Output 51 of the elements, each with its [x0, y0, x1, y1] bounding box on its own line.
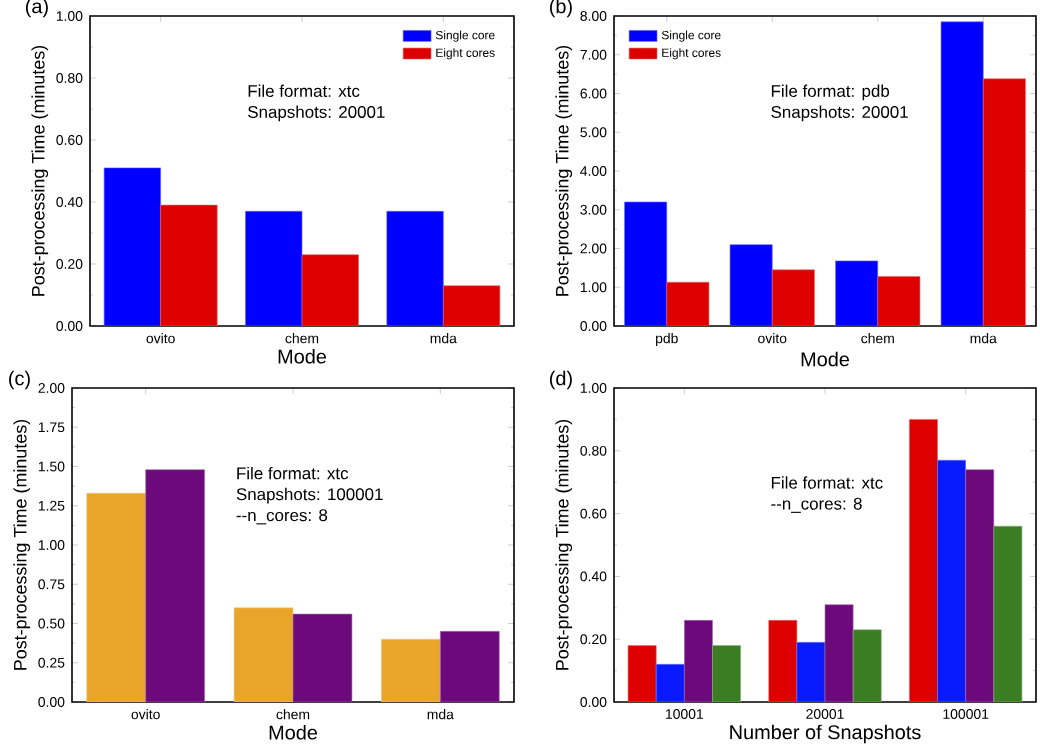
bar — [712, 645, 741, 702]
chart-title: (c) — [9, 370, 30, 390]
bar — [993, 525, 1023, 702]
annotation: File format: pdb — [771, 84, 890, 101]
bar — [160, 204, 218, 326]
y-axis-title: Post-processing Time (minutes) — [13, 419, 31, 670]
bar — [655, 664, 685, 702]
bar — [982, 78, 1026, 326]
bar — [768, 620, 798, 702]
bar — [624, 201, 668, 326]
y-axis-title: Post-processing Time (minutes) — [31, 45, 49, 296]
y-axis-title: Post-processing Time (minutes) — [555, 419, 573, 670]
x-axis-title: Mode — [269, 724, 318, 740]
annotation: Snapshots: 100001 — [236, 487, 383, 504]
chart-title: (d) — [549, 370, 572, 390]
bar — [233, 607, 294, 702]
bar — [937, 459, 966, 702]
y-axis-title: Post-processing Time (minutes) — [555, 45, 573, 296]
bar — [796, 642, 826, 702]
annotation: File format: xtc — [771, 476, 883, 489]
annotation: --n_cores: 8 — [771, 497, 862, 513]
bar — [145, 469, 205, 702]
bar — [771, 269, 815, 326]
bar — [940, 21, 984, 326]
annotation: File format: xtc — [248, 84, 360, 98]
bar — [443, 285, 501, 326]
bar — [301, 254, 359, 326]
bar — [852, 629, 882, 702]
bar — [386, 211, 444, 326]
bar — [86, 492, 146, 702]
annotation: Snapshots: 20001 — [771, 105, 908, 122]
bar — [292, 613, 353, 702]
bar — [729, 244, 773, 326]
x-axis-title: Number of Snapshots — [730, 724, 921, 744]
bar — [666, 281, 710, 326]
bar — [627, 645, 657, 702]
bar — [440, 631, 500, 702]
bar — [381, 638, 441, 702]
x-axis-title: Mode — [801, 351, 850, 367]
bar — [909, 419, 938, 702]
bar — [877, 276, 921, 326]
annotation: Snapshots: 20001 — [248, 105, 385, 122]
bar — [103, 167, 161, 326]
bar — [965, 469, 995, 702]
bar — [684, 620, 713, 702]
bar — [824, 604, 854, 702]
bar — [835, 260, 879, 326]
annotation: --n_cores: 8 — [236, 509, 328, 525]
annotation: File format: xtc — [237, 466, 349, 480]
x-axis-title: Mode — [278, 348, 327, 364]
bar — [245, 211, 303, 326]
